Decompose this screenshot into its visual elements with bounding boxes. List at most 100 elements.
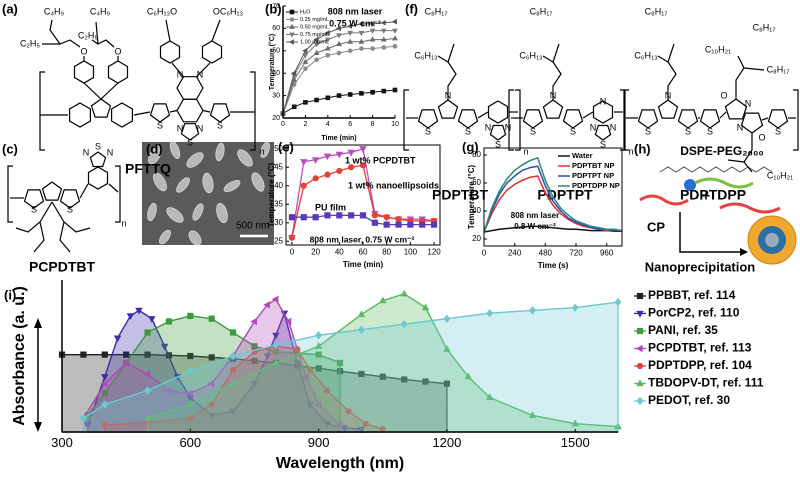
marker bbox=[347, 38, 354, 44]
polymer-label: CP bbox=[647, 219, 665, 234]
atom-label: OC₆H₁₃ bbox=[213, 6, 244, 16]
marker bbox=[392, 35, 398, 41]
atom-label: C₆H₁₃ bbox=[519, 50, 543, 60]
y-tick-label: 80 bbox=[472, 150, 481, 159]
marker bbox=[148, 316, 156, 323]
bracket bbox=[39, 71, 45, 151]
bond bbox=[743, 133, 753, 173]
atom-label: N bbox=[600, 96, 607, 106]
atom-label: S bbox=[775, 126, 781, 136]
marker bbox=[302, 58, 309, 64]
legend-label: Water bbox=[572, 151, 593, 160]
atom-label: S bbox=[31, 204, 37, 214]
atom-label: C₆H₁₃ bbox=[634, 50, 658, 60]
compound-name: PDPTBT bbox=[432, 187, 488, 203]
x-tick-label: 10 bbox=[391, 121, 399, 128]
bond bbox=[171, 62, 184, 78]
atom-label: S bbox=[157, 120, 163, 130]
bond bbox=[202, 109, 211, 113]
ring bbox=[489, 124, 507, 141]
atom-label: C₈H₁₇ bbox=[753, 22, 776, 32]
marker bbox=[250, 381, 259, 388]
bracket bbox=[250, 71, 256, 151]
x-tick-label: 1500 bbox=[561, 435, 590, 450]
marker bbox=[391, 18, 397, 25]
marker bbox=[362, 420, 369, 427]
marker bbox=[400, 320, 408, 329]
atom-label: N bbox=[177, 69, 184, 79]
ring bbox=[201, 40, 223, 64]
marker bbox=[311, 157, 320, 164]
bond bbox=[33, 221, 45, 253]
atom-label: S bbox=[217, 120, 223, 130]
marker bbox=[208, 315, 215, 322]
ring bbox=[87, 166, 109, 190]
ring bbox=[73, 60, 95, 84]
marker bbox=[300, 159, 308, 166]
marker bbox=[290, 70, 297, 77]
marker bbox=[80, 351, 87, 358]
marker bbox=[379, 296, 387, 304]
panel-label: (c) bbox=[2, 141, 18, 156]
x-axis-label: Time (min) bbox=[343, 260, 384, 269]
legend-label: 1 wt% PCPDTBT bbox=[345, 155, 416, 165]
marker bbox=[335, 421, 343, 429]
legend-label: 0.75 mg/mL bbox=[300, 32, 329, 38]
marker bbox=[101, 374, 109, 381]
ring bbox=[107, 60, 129, 84]
h-schematic bbox=[639, 166, 797, 265]
atom-label: S bbox=[707, 126, 713, 136]
x-tick-label: 6 bbox=[348, 121, 352, 128]
atom-label: N bbox=[197, 123, 204, 133]
bond bbox=[667, 43, 677, 100]
atom-label: C₂H₅ bbox=[78, 30, 98, 40]
marker bbox=[271, 295, 279, 304]
marker bbox=[323, 421, 331, 428]
marker bbox=[359, 212, 367, 219]
legend-label: PANI, ref. 35 bbox=[648, 323, 718, 337]
marker bbox=[401, 376, 408, 383]
marker bbox=[324, 45, 331, 51]
marker bbox=[636, 362, 644, 370]
atom-label: n bbox=[628, 146, 633, 156]
marker bbox=[144, 329, 151, 336]
ring bbox=[594, 124, 612, 141]
x-tick-label: 2 bbox=[303, 121, 307, 128]
atom-label: N bbox=[485, 122, 492, 132]
atom-label: n bbox=[259, 146, 264, 156]
marker bbox=[443, 380, 451, 387]
marker bbox=[636, 292, 644, 300]
legend-label: 1 wt% nanoellipsoids bbox=[348, 180, 439, 190]
marker bbox=[392, 44, 398, 49]
ring bbox=[562, 109, 584, 129]
marker bbox=[381, 88, 387, 94]
atom-label: N bbox=[737, 122, 744, 132]
marker bbox=[302, 53, 309, 59]
ring bbox=[592, 100, 614, 124]
marker bbox=[207, 412, 216, 420]
ring bbox=[176, 76, 204, 100]
marker bbox=[186, 389, 193, 398]
bond bbox=[477, 111, 489, 119]
atom-label: S bbox=[530, 126, 536, 136]
marker bbox=[187, 312, 194, 320]
y-axis-label: Temperature (°C) bbox=[268, 34, 276, 90]
atom-label: C₈H₁₇ bbox=[645, 6, 668, 16]
x-tick-label: 4 bbox=[326, 121, 330, 128]
marker bbox=[614, 297, 622, 307]
compound-name: PFTTQ bbox=[125, 161, 171, 177]
bond bbox=[15, 201, 53, 233]
marker bbox=[300, 214, 307, 221]
marker bbox=[165, 318, 173, 325]
marker bbox=[486, 309, 494, 318]
x-tick-label: 40 bbox=[335, 247, 344, 256]
y-axis-label: Absorbance (a. u.) bbox=[11, 286, 28, 426]
ring bbox=[41, 181, 63, 201]
x-axis-label: Wavelength (nm) bbox=[276, 455, 404, 472]
marker bbox=[336, 359, 344, 367]
ring bbox=[110, 102, 133, 128]
x-tick-label: 100 bbox=[404, 247, 418, 256]
marker bbox=[312, 175, 319, 182]
marker bbox=[380, 36, 387, 42]
